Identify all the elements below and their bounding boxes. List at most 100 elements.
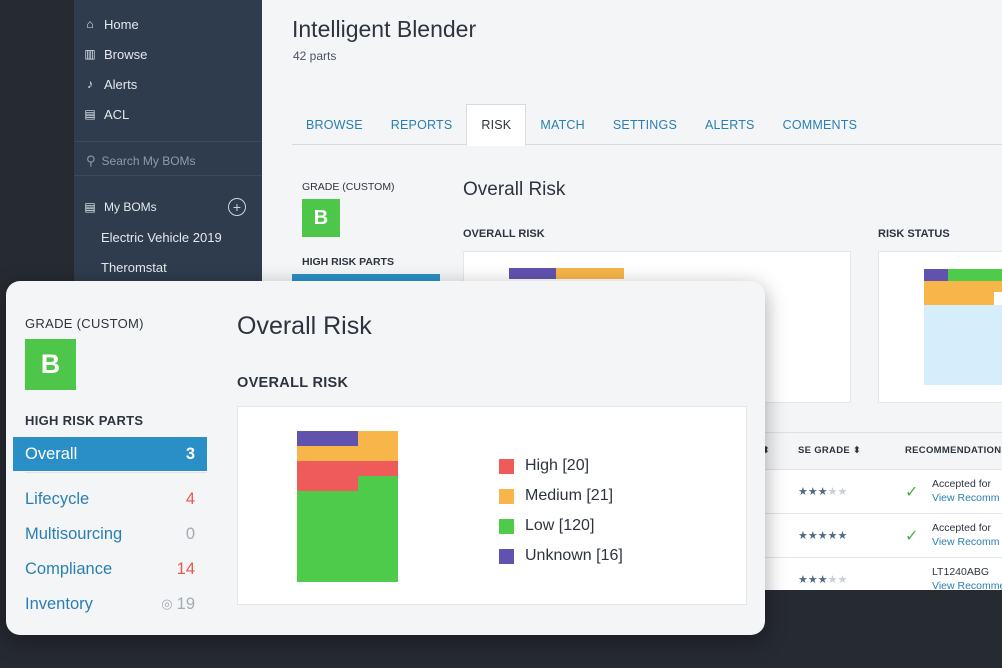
sort-icon: ⬍ [852,445,862,456]
legend-swatch-high [499,458,514,474]
parts-count: 42 parts [293,49,337,63]
legend-label: Unknown [16] [525,547,623,564]
bom-search-input[interactable]: ⚲ Search My BOMs [74,146,262,176]
risk-category-overall[interactable]: Overall 3 [13,437,207,471]
view-recommendation-link[interactable]: View Recommend [932,580,1002,590]
treemap-block-unknown [509,268,556,279]
legend-swatch-unknown [499,548,514,564]
tab-browse[interactable]: BROWSE [306,117,363,132]
sidebar-item-acl[interactable]: ▤ ACL [74,99,262,129]
eye-slash-icon: ◎ [161,596,173,611]
overall-risk-row[interactable] [292,274,440,282]
table-row[interactable]: ★★★★★ ✓ Accepted for View Recomm [762,470,1002,514]
legend-item-low[interactable]: Low [120] [499,511,623,541]
status-block-low-top [948,269,1002,281]
tab-bar: BROWSE REPORTS RISK MATCH SETTINGS ALERT… [292,104,1002,146]
category-divider [25,472,207,473]
risk-category-label: Inventory [25,594,93,613]
risk-category-lifecycle[interactable]: Lifecycle 4 [13,482,207,516]
sidebar-item-label: Alerts [104,76,138,92]
overall-risk-label: OVERALL RISK [463,228,545,240]
overall-risk-treemap-small [509,268,624,279]
treemap-block-low-top [358,476,398,491]
legend-item-unknown[interactable]: Unknown [16] [499,541,623,571]
column-recommendation[interactable]: RECOMMENDATION [905,445,1002,456]
risk-category-count: 4 [185,489,195,508]
risk-status-chart-card [878,251,1002,403]
view-recommendation-link[interactable]: View Recomm [932,536,1000,548]
status-block-unknown [924,269,948,281]
clipboard-check-icon: ▤ [84,107,96,121]
legend-label: Low [120] [525,517,595,534]
treemap-block-medium-top [358,431,398,446]
sidebar-item-alerts[interactable]: ♪ Alerts [74,69,262,99]
my-boms-header[interactable]: ▤ My BOMs + [74,192,262,222]
legend-item-high[interactable]: High [20] [499,451,623,481]
bom-item-thermostat[interactable]: Theromstat [101,259,167,275]
treemap-block-medium [556,268,624,279]
treemap-block-unknown [297,431,358,446]
legend-swatch-medium [499,488,514,504]
risk-status-label: RISK STATUS [878,228,950,240]
se-grade-stars: ★★★★★ [798,530,848,542]
column-sort-icon[interactable]: ⬍ [762,445,771,456]
risk-category-count-wrap: ◎ 19 [161,595,195,614]
home-icon: ⌂ [86,17,94,31]
legend-label: Medium [21] [525,487,614,504]
risk-category-label: Lifecycle [25,489,90,508]
search-icon: ⚲ [86,152,96,168]
recommendation-part-number: LT1240ABG [932,566,990,578]
risk-detail-card: GRADE (CUSTOM) B HIGH RISK PARTS Overall… [6,281,765,635]
se-grade-stars: ★★★★★ [798,486,848,498]
view-recommendation-link[interactable]: View Recomm [932,492,1000,504]
clipboard-icon: ▤ [84,200,96,214]
risk-category-count: 3 [185,444,195,463]
tab-risk[interactable]: RISK [466,104,527,146]
tab-match[interactable]: MATCH [540,117,585,132]
tab-settings[interactable]: SETTINGS [612,117,677,132]
risk-category-count: 0 [185,524,195,543]
add-bom-button[interactable]: + [228,198,246,216]
parts-table-header: ⬍ SE GRADE ⬍ RECOMMENDATION [762,432,1002,470]
page-title: Intelligent Blender [292,16,477,42]
sidebar-item-browse[interactable]: ▥ Browse [74,39,262,69]
legend-label: High [20] [525,457,590,474]
column-se-grade[interactable]: SE GRADE ⬍ [798,445,861,456]
table-row[interactable]: ★★★★★ ✓ Accepted for View Recomm [762,514,1002,558]
se-grade-header-label: SE GRADE [798,445,851,456]
sidebar-item-home[interactable]: ⌂ Home [74,9,262,39]
grade-badge: B [25,339,76,390]
treemap-block-low [297,491,398,582]
risk-category-count: 14 [176,559,195,578]
recommendation-text: Accepted for [932,478,991,490]
sidebar-item-label: Home [104,16,139,32]
overall-risk-treemap [297,431,398,582]
grade-label: GRADE (CUSTOM) [302,181,395,193]
tab-comments[interactable]: COMMENTS [782,117,858,132]
my-boms-label: My BOMs [104,200,157,214]
risk-category-label: Compliance [25,559,113,578]
status-block-low-light [924,305,1002,385]
treemap-block-high [297,461,398,476]
search-placeholder: Search My BOMs [101,153,196,168]
sidebar-nav: ⌂ Home ▥ Browse ♪ Alerts ▤ ACL [74,0,262,129]
sidebar-item-label: ACL [104,106,130,122]
sidebar-item-label: Browse [104,46,148,62]
se-grade-stars: ★★★★★ [798,574,848,586]
overall-risk-title: Overall Risk [463,179,566,200]
accepted-check-icon: ✓ [905,528,919,545]
treemap-block-medium [297,446,398,461]
bom-item-electric-vehicle[interactable]: Electric Vehicle 2019 [101,229,222,245]
table-row[interactable]: ★★★★★ LT1240ABG View Recommend [762,558,1002,590]
legend-item-medium[interactable]: Medium [21] [499,481,623,511]
risk-category-compliance[interactable]: Compliance 14 [13,552,207,586]
bell-icon: ♪ [87,77,93,91]
risk-category-label: Overall [25,444,78,463]
tab-reports[interactable]: REPORTS [390,117,453,132]
status-block-medium [924,281,1002,292]
risk-category-label: Multisourcing [25,524,123,543]
risk-category-inventory[interactable]: Inventory ◎ 19 [13,587,207,621]
risk-category-multisourcing[interactable]: Multisourcing 0 [13,517,207,551]
tab-alerts[interactable]: ALERTS [704,117,755,132]
